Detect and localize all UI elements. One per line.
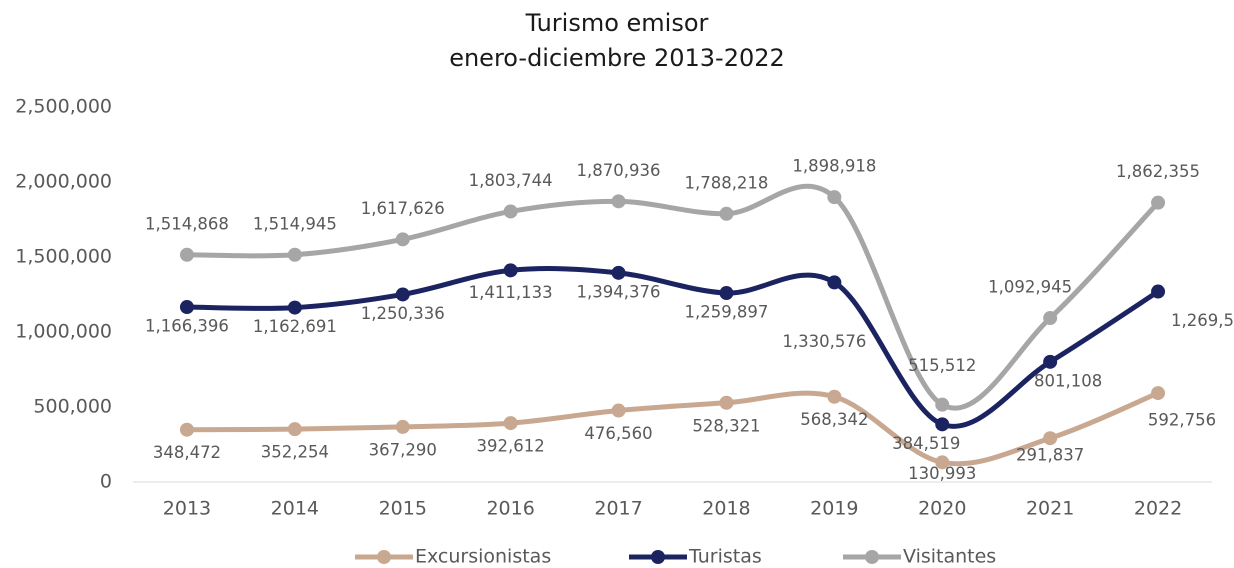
data-label: 1,898,918 xyxy=(792,157,876,176)
x-tick-label: 2020 xyxy=(918,498,966,520)
data-label: 1,862,355 xyxy=(1116,162,1200,181)
legend-marker xyxy=(651,550,665,564)
data-label: 1,330,576 xyxy=(782,332,866,351)
point xyxy=(1043,311,1058,326)
data-label: 1,411,133 xyxy=(469,283,553,302)
data-label: 801,108 xyxy=(1034,371,1102,390)
point xyxy=(827,190,842,205)
legend-marker xyxy=(377,550,391,564)
point xyxy=(503,416,518,431)
data-label: 130,993 xyxy=(908,464,976,483)
data-label: 348,472 xyxy=(153,443,221,462)
point xyxy=(719,395,734,410)
data-label: 384,519 xyxy=(892,434,960,453)
data-label: 1,250,336 xyxy=(361,304,445,323)
point xyxy=(179,247,194,262)
point xyxy=(935,417,950,432)
data-label: 1,259,897 xyxy=(684,303,768,322)
data-label: 1,162,691 xyxy=(253,317,337,336)
data-label: 1,394,376 xyxy=(577,282,661,301)
x-tick-label: 2018 xyxy=(702,498,750,520)
point xyxy=(827,275,842,290)
x-tick-label: 2014 xyxy=(271,498,319,520)
y-tick-label: 0 xyxy=(100,471,112,493)
point xyxy=(719,286,734,301)
point xyxy=(179,300,194,315)
point xyxy=(179,422,194,437)
x-tick-label: 2017 xyxy=(594,498,642,520)
point xyxy=(611,265,626,280)
x-tick-label: 2019 xyxy=(810,498,858,520)
data-label: 1,166,396 xyxy=(145,317,229,336)
x-tick-label: 2021 xyxy=(1026,498,1074,520)
data-label: 1,092,945 xyxy=(988,278,1072,297)
x-tick-label: 2015 xyxy=(379,498,427,520)
data-label: 1,514,868 xyxy=(145,214,229,233)
data-label: 1,514,945 xyxy=(253,214,337,233)
data-label: 528,321 xyxy=(692,416,760,435)
point xyxy=(287,300,302,315)
data-label: 352,254 xyxy=(261,443,329,462)
legend-marker xyxy=(865,550,879,564)
y-tick-label: 1,000,000 xyxy=(15,321,112,343)
legend-label: Turistas xyxy=(688,546,762,568)
legend-label: Visitantes xyxy=(903,546,996,568)
chart-subtitle: enero-diciembre 2013-2022 xyxy=(449,44,785,72)
point xyxy=(935,397,950,412)
point xyxy=(503,204,518,219)
point xyxy=(611,194,626,209)
data-label: 592,756 xyxy=(1148,411,1216,430)
point xyxy=(1151,386,1166,401)
point xyxy=(287,247,302,262)
data-label: 1,788,218 xyxy=(684,173,768,192)
data-label: 1,617,626 xyxy=(361,199,445,218)
x-tick-label: 2016 xyxy=(486,498,534,520)
point xyxy=(1151,195,1166,210)
data-label: 1,269,599 xyxy=(1171,311,1234,330)
line xyxy=(184,266,1161,429)
point xyxy=(395,287,410,302)
data-label: 515,512 xyxy=(908,356,976,375)
point xyxy=(719,206,734,221)
y-tick-label: 1,500,000 xyxy=(15,246,112,268)
chart-title: Turismo emisor xyxy=(525,9,709,37)
point xyxy=(287,422,302,437)
data-label: 568,342 xyxy=(800,410,868,429)
data-label: 392,612 xyxy=(477,437,545,456)
point xyxy=(611,403,626,418)
data-label: 476,560 xyxy=(584,424,652,443)
data-label: 367,290 xyxy=(369,440,437,459)
point xyxy=(935,455,950,470)
point xyxy=(395,232,410,247)
data-label: 291,837 xyxy=(1016,446,1084,465)
x-tick-label: 2022 xyxy=(1134,498,1182,520)
data-label: 1,870,936 xyxy=(577,161,661,180)
point xyxy=(1043,354,1058,369)
legend-label: Excursionistas xyxy=(415,546,551,568)
data-label: 1,803,744 xyxy=(469,171,553,190)
y-tick-label: 2,000,000 xyxy=(15,171,112,193)
point xyxy=(1043,431,1058,446)
point xyxy=(827,389,842,404)
x-tick-label: 2013 xyxy=(163,498,211,520)
point xyxy=(1151,284,1166,299)
line xyxy=(184,390,1161,467)
point xyxy=(395,419,410,434)
point xyxy=(503,263,518,278)
y-tick-label: 500,000 xyxy=(33,396,112,418)
y-tick-label: 2,500,000 xyxy=(15,96,112,118)
